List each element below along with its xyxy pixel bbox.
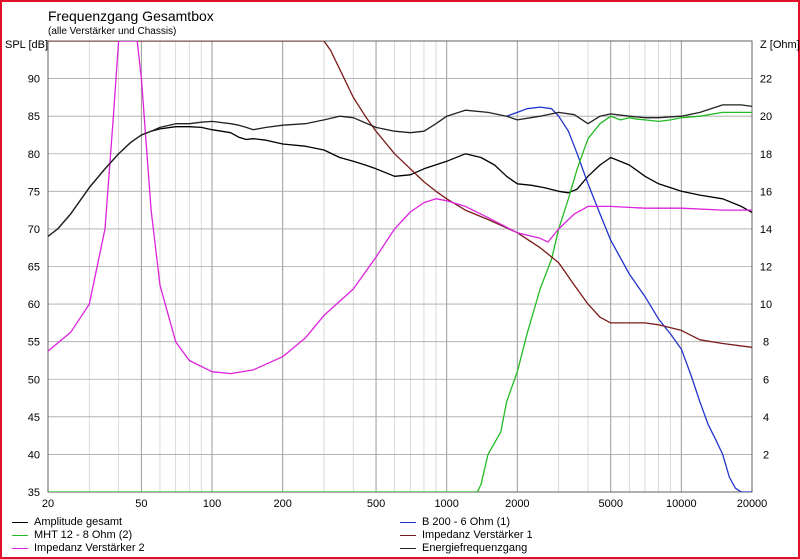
y2-tick-label: 16 (760, 186, 772, 198)
legend-item: B 200 - 6 Ohm (1) (400, 516, 510, 528)
y-axis-label: SPL [dB] (5, 39, 49, 51)
x-tick-label: 200 (273, 498, 291, 510)
legend-label: Impedanz Verstärker 2 (34, 542, 145, 554)
series-line-6 (48, 104, 752, 237)
y-tick-label: 75 (28, 186, 40, 198)
x-tick-label: 20 (42, 498, 54, 510)
legend-swatch (400, 534, 416, 536)
x-tick-label: 2000 (505, 498, 529, 510)
y-tick-label: 90 (28, 74, 40, 86)
legend-swatch (12, 534, 28, 536)
legend-item: Impedanz Verstärker 2 (12, 542, 145, 554)
series-line-5 (48, 41, 752, 375)
y2-tick-label: 20 (760, 111, 772, 123)
series-line-2 (506, 106, 752, 492)
y-tick-label: 85 (28, 111, 40, 123)
legend-label: Impedanz Verstärker 1 (422, 529, 533, 541)
legend-swatch (400, 547, 416, 549)
legend-swatch (12, 547, 28, 549)
y2-tick-label: 2 (763, 449, 769, 461)
chart-subtitle: (alle Verstärker und Chassis) (48, 26, 177, 37)
legend-item: MHT 12 - 8 Ohm (2) (12, 529, 132, 541)
y-tick-label: 70 (28, 224, 40, 236)
x-tick-label: 10000 (666, 498, 697, 510)
y-tick-label: 40 (28, 449, 40, 461)
y2-tick-label: 10 (760, 299, 772, 311)
y2-tick-label: 14 (760, 224, 772, 236)
x-tick-label: 50 (135, 498, 147, 510)
y-tick-label: 65 (28, 262, 40, 274)
x-tick-label: 100 (203, 498, 221, 510)
y-tick-label: 35 (28, 487, 40, 499)
y-tick-label: 60 (28, 299, 40, 311)
legend-label: Amplitude gesamt (34, 516, 123, 528)
y-tick-label: 55 (28, 337, 40, 349)
series-line-3 (48, 111, 752, 492)
y2-tick-label: 22 (760, 74, 772, 86)
chart-title: Frequenzgang Gesamtbox (48, 8, 214, 24)
x-tick-label: 500 (367, 498, 385, 510)
y2-tick-label: 12 (760, 262, 772, 274)
y2-tick-label: 8 (763, 337, 769, 349)
y-tick-label: 45 (28, 412, 40, 424)
y-tick-label: 50 (28, 374, 40, 386)
x-tick-label: 20000 (737, 498, 768, 510)
legend-swatch (12, 521, 28, 523)
legend-swatch (400, 521, 416, 523)
legend-item: Energiefrequenzgang (400, 542, 527, 554)
y2-tick-label: 4 (763, 412, 769, 424)
legend-label: MHT 12 - 8 Ohm (2) (34, 529, 133, 541)
legend-label: B 200 - 6 Ohm (1) (422, 516, 511, 528)
x-tick-label: 1000 (434, 498, 458, 510)
x-tick-label: 5000 (598, 498, 622, 510)
legend-item: Impedanz Verstärker 1 (400, 529, 533, 541)
y2-tick-label: 6 (763, 374, 769, 386)
legend-label: Energiefrequenzgang (422, 542, 528, 554)
y-tick-label: 80 (28, 149, 40, 161)
y2-axis-label: Z [Ohm] (760, 39, 800, 51)
legend-item: Amplitude gesamt (12, 516, 122, 528)
y2-tick-label: 18 (760, 149, 772, 161)
series-line-4 (48, 41, 752, 348)
